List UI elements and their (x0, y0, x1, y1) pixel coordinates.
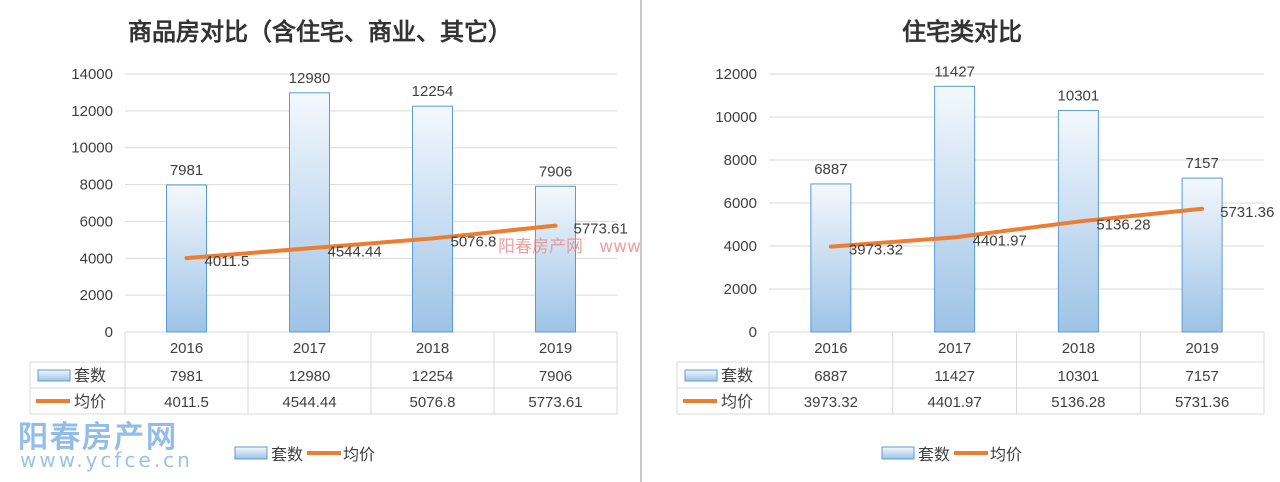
y-tick-label: 2000 (80, 287, 113, 304)
line-data-label: 4401.97 (973, 232, 1027, 249)
y-tick-label: 12000 (715, 66, 757, 83)
table-cell-count: 11427 (934, 368, 975, 385)
table-cell-count: 12980 (289, 368, 331, 385)
table-cell-count: 7906 (539, 368, 572, 385)
chart-panel-commercial: 商品房对比（含住宅、商业、其它） 0 2000 4000 6000 8000 10000 1… (18, 17, 716, 472)
table-cell-price: 5136.28 (1051, 394, 1105, 411)
x-tick-label: 2019 (1185, 340, 1218, 357)
table-row-header: 均价 (74, 392, 106, 411)
chart-residential: 0 2000 4000 6000 8000 10000 12000 6887 11427 1030… (676, 63, 1274, 464)
bar-2017 (289, 92, 330, 333)
chart-title: 商品房对比（含住宅、商业、其它） (128, 17, 512, 46)
table-cell-count: 7157 (1185, 368, 1218, 385)
line-data-label: 4544.44 (328, 243, 382, 260)
bar-data-label: 6887 (814, 161, 847, 178)
table-cell-price: 5731.36 (1175, 394, 1229, 411)
x-tick-label: 2016 (814, 340, 847, 357)
bar-2019 (535, 185, 576, 333)
bar-2017 (934, 85, 976, 333)
watermark-url: www.ycfce.cn (20, 448, 193, 472)
y-tick-label: 10000 (715, 109, 757, 126)
table-cell-count: 12254 (412, 368, 454, 385)
chart-commercial: 0 2000 4000 6000 8000 10000 12000 14000 7981 1298… (29, 66, 628, 464)
y-tick-label: 0 (105, 324, 113, 341)
table-key-bar (684, 369, 718, 382)
chart-title: 住宅类对比 (902, 17, 1022, 46)
table-cell-count: 6887 (814, 368, 847, 385)
chart-panel-residential: 住宅类对比 0 2000 4000 6000 8000 10000 12000 6887 114… (640, 0, 1280, 482)
y-tick-label: 10000 (71, 140, 113, 157)
table-cell-price: 4401.97 (928, 394, 982, 411)
bar-2018 (412, 105, 453, 333)
bar-data-label: 7157 (1185, 155, 1218, 172)
x-tick-label: 2018 (416, 340, 449, 357)
legend-label: 均价 (990, 445, 1022, 464)
bar-2019 (1181, 177, 1223, 333)
bar-data-label: 7981 (170, 162, 203, 179)
bar-data-label: 11427 (934, 63, 975, 80)
table-cell-count: 10301 (1058, 368, 1100, 385)
legend-label: 套数 (918, 445, 950, 464)
y-tick-label: 4000 (80, 250, 113, 267)
line-data-label: 5773.61 (574, 221, 628, 238)
line-data-label: 5731.36 (1220, 204, 1274, 221)
bar-data-label: 7906 (539, 163, 572, 180)
y-tick-label: 6000 (724, 195, 757, 212)
bar-2016 (810, 183, 852, 333)
line-data-label: 5136.28 (1096, 217, 1150, 234)
table-cell-price: 5773.61 (528, 394, 582, 411)
y-tick-label: 6000 (80, 213, 113, 230)
legend-key-bar (881, 446, 915, 460)
bar-data-label: 12254 (412, 83, 454, 100)
table-key-bar (37, 369, 71, 382)
watermark-logo: 阳春房产网 (18, 420, 178, 455)
bar-data-label: 10301 (1058, 88, 1100, 105)
x-tick-label: 2016 (170, 340, 203, 357)
y-tick-label: 8000 (724, 152, 757, 169)
table-cell-price: 3973.32 (804, 394, 858, 411)
line-data-label: 5076.8 (451, 233, 497, 250)
line-data-label: 4011.5 (205, 253, 250, 270)
y-tick-label: 12000 (71, 103, 113, 120)
legend-key-bar (234, 446, 268, 460)
y-tick-label: 8000 (80, 177, 113, 194)
y-tick-label: 4000 (724, 238, 757, 255)
y-tick-label: 0 (749, 324, 757, 341)
y-tick-label: 14000 (71, 66, 113, 83)
table-cell-price: 5076.8 (410, 394, 456, 411)
x-tick-label: 2017 (293, 340, 326, 357)
x-tick-label: 2017 (938, 340, 971, 357)
table-cell-price: 4011.5 (164, 394, 209, 411)
bar-data-label: 12980 (289, 70, 331, 87)
y-tick-label: 2000 (724, 281, 757, 298)
table-cell-price: 4544.44 (282, 394, 336, 411)
table-row-header: 套数 (74, 366, 106, 385)
legend-label: 套数 (271, 445, 303, 464)
table-row-header: 均价 (721, 392, 753, 411)
table-row-header: 套数 (721, 366, 753, 385)
table-cell-count: 7981 (170, 368, 203, 385)
legend-label: 均价 (343, 445, 375, 464)
line-series-price (828, 206, 1205, 249)
line-series-price (184, 223, 558, 261)
x-tick-label: 2019 (539, 340, 572, 357)
x-tick-label: 2018 (1062, 340, 1095, 357)
line-data-label: 3973.32 (849, 242, 903, 259)
